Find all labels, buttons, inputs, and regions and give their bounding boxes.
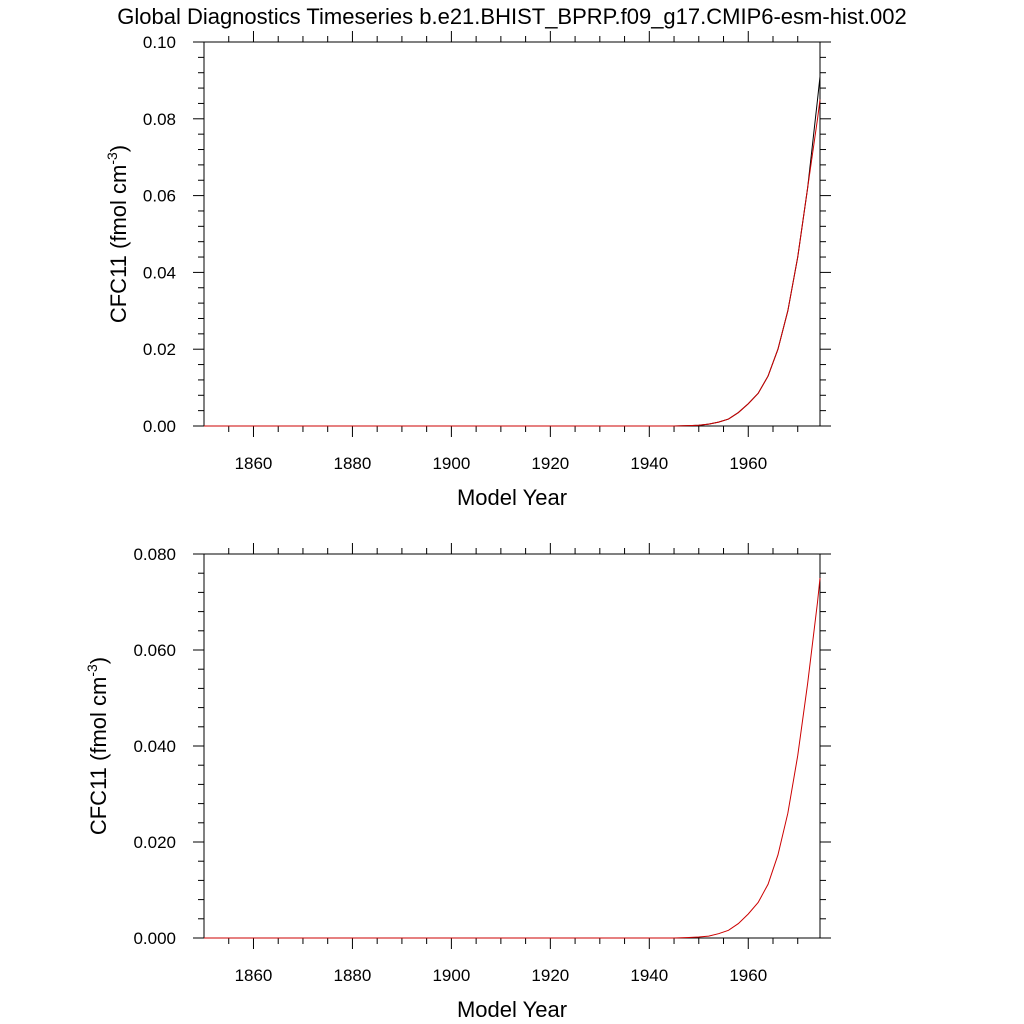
x-tick-labels: 1860 1880 1900 1920 1940 1960 (235, 454, 768, 473)
x-tick-label: 1920 (531, 454, 569, 473)
y-tick-label: 0.060 (133, 641, 176, 660)
chart-top: 1860 1880 1900 1920 1940 1960 0.000.020.040.0… (104, 31, 831, 510)
y-axis-title-suffix: ) (106, 145, 131, 152)
y-tick-label: 0.10 (143, 33, 176, 52)
y-tick-label: 0.00 (143, 417, 176, 436)
x-tick-label: 1860 (235, 454, 273, 473)
y-axis-title: CFC11 (fmol cm-3) (84, 657, 111, 835)
x-axis-title: Model Year (457, 485, 567, 510)
x-axis-title: Model Year (457, 997, 567, 1022)
series-line (204, 577, 821, 939)
y-axis-title-superscript: -3 (104, 152, 120, 165)
series-lines (204, 76, 821, 427)
y-axis-title: CFC11 (fmol cm-3) (104, 145, 131, 323)
page-title: Global Diagnostics Timeseries b.e21.BHIS… (117, 4, 907, 29)
x-tick-label: 1880 (334, 454, 372, 473)
x-tick-label: 1900 (432, 454, 470, 473)
x-tick-label: 1900 (432, 966, 470, 985)
y-axis-title-superscript: -3 (84, 664, 100, 677)
series-line (204, 99, 821, 427)
y-axis-title-main: CFC11 (fmol cm (86, 677, 111, 836)
y-axis-title-main: CFC11 (fmol cm (106, 165, 131, 324)
x-tick-label: 1920 (531, 966, 569, 985)
x-tick-label: 1960 (729, 966, 767, 985)
series-lines (204, 577, 821, 939)
x-tick-label: 1880 (334, 966, 372, 985)
y-axis-title-suffix: ) (86, 657, 111, 664)
x-tick-labels: 1860 1880 1900 1920 1940 1960 (235, 966, 768, 985)
tick-marks (193, 31, 831, 437)
tick-marks (193, 543, 831, 949)
chart-bottom: 1860 1880 1900 1920 1940 1960 0.000 0.020 0.040… (84, 543, 831, 1022)
y-tick-label: 0.040 (133, 737, 176, 756)
y-tick-labels: 0.000 0.020 0.040 0.060 0.080 (133, 545, 176, 948)
y-tick-label: 0.080 (133, 545, 176, 564)
plot-frame (203, 41, 821, 427)
x-tick-label: 1960 (729, 454, 767, 473)
y-tick-label: 0.06 (143, 187, 176, 206)
x-tick-label: 1940 (630, 454, 668, 473)
series-line (204, 76, 821, 427)
y-tick-labels: 0.00 0.02 0.04 0.06 0.08 0.10 (143, 33, 176, 436)
y-tick-label: 0.08 (143, 110, 176, 129)
x-tick-label: 1860 (235, 966, 273, 985)
y-tick-label: 0.04 (143, 263, 176, 282)
y-tick-label: 0.02 (143, 340, 176, 359)
y-tick-label: 0.000 (133, 929, 176, 948)
y-tick-label: 0.020 (133, 833, 176, 852)
plot-frame (203, 553, 821, 939)
x-tick-label: 1940 (630, 966, 668, 985)
